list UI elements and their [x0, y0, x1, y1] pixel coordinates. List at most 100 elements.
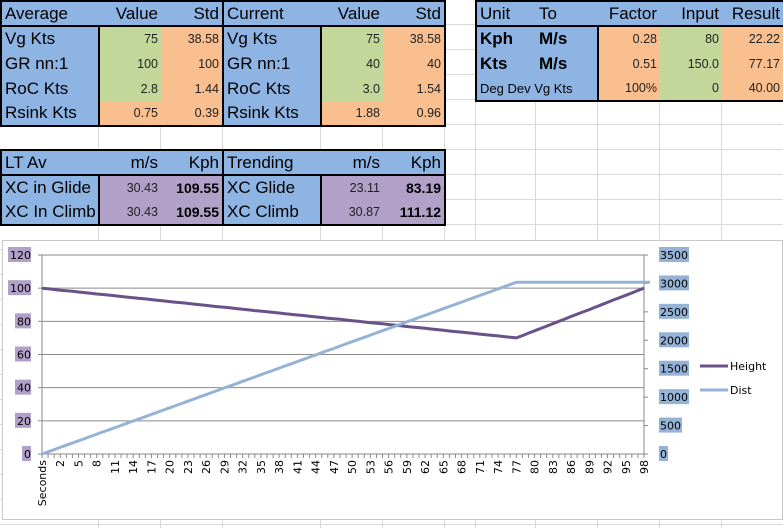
trending-row-label[interactable]: XC Glide	[223, 175, 322, 200]
cur-row-label[interactable]: RoC Kts	[223, 76, 322, 101]
cur-std-cell[interactable]: 38.58	[383, 26, 445, 51]
cur-row-label[interactable]: Vg Kts	[223, 26, 322, 51]
cur-std-cell[interactable]: 40	[383, 51, 445, 76]
average-value-header[interactable]: Value	[99, 1, 161, 27]
cur-std-cell[interactable]: 0.96	[383, 101, 445, 126]
y-right-tick-label: 1000	[660, 391, 688, 404]
to-header[interactable]: To	[536, 1, 598, 27]
lt-av-ms-cell[interactable]: 30.43	[99, 175, 161, 200]
x-tick-label: 38	[273, 460, 286, 474]
x-tick-label: 17	[145, 460, 158, 474]
cur-value-cell[interactable]: 75	[321, 26, 383, 51]
avg-value-cell[interactable]: 2.8	[99, 76, 161, 101]
avg-value-cell[interactable]: 100	[99, 51, 161, 76]
cur-row-label[interactable]: GR nn:1	[223, 51, 322, 76]
input-cell[interactable]: 80	[660, 26, 722, 51]
legend-label-dist: Dist	[730, 384, 752, 397]
xc-speed-table: LT Av m/s Kph Trending m/s Kph XC in Gli…	[0, 149, 446, 226]
x-tick-label: 47	[328, 460, 341, 474]
avg-std-cell[interactable]: 1.44	[161, 76, 224, 101]
trending-kph-cell[interactable]: 83.19	[383, 175, 445, 200]
y-right-label-bg	[659, 417, 682, 433]
trending-ms-cell[interactable]: 30.87	[321, 200, 383, 225]
trending-title[interactable]: Trending	[223, 150, 321, 176]
avg-row-label[interactable]: GR nn:1	[1, 51, 100, 76]
x-tick-label: 53	[364, 460, 377, 474]
lt-av-kph-cell[interactable]: 109.55	[161, 175, 224, 200]
avg-row-label[interactable]: Vg Kts	[1, 26, 100, 51]
y-left-tick-label: 20	[17, 415, 31, 428]
y-right-tick-label: 3000	[660, 277, 688, 290]
trending-kph-cell[interactable]: 111.12	[383, 200, 445, 225]
height-dist-chart[interactable]: 0 20 40 60 80 100 120 0 500 1000 1500 2000 2500 3000 3…	[2, 240, 783, 520]
avg-std-cell[interactable]: 0.39	[161, 101, 224, 126]
average-title[interactable]: Average	[1, 1, 99, 27]
unit-cell[interactable]: Kts	[476, 51, 536, 76]
x-tick-label: 59	[401, 460, 414, 474]
cur-row-label[interactable]: Rsink Kts	[223, 101, 322, 126]
result-header[interactable]: Result	[722, 1, 783, 27]
x-tick-label: Seconds	[36, 460, 49, 506]
x-tick-label: 23	[182, 460, 195, 474]
y-right-label-bg	[659, 332, 689, 348]
input-header[interactable]: Input	[660, 1, 722, 27]
y-left-tick-label: 120	[10, 249, 31, 262]
trending-kph-header[interactable]: Kph	[383, 150, 445, 176]
cur-value-cell[interactable]: 3.0	[321, 76, 383, 101]
x-tick-label: 32	[237, 460, 250, 474]
y-right-tick-label: 500	[660, 420, 681, 433]
factor-cell[interactable]: 0.28	[598, 26, 660, 51]
series-line-height	[41, 286, 645, 340]
current-value-header[interactable]: Value	[321, 1, 383, 27]
avg-value-cell[interactable]: 75	[99, 26, 161, 51]
x-tick-label: 11	[109, 460, 122, 474]
to-cell[interactable]: M/s	[536, 26, 599, 51]
factor-cell[interactable]: 0.51	[598, 51, 660, 76]
y-left-label-bg	[15, 412, 31, 428]
x-tick-label: 98	[638, 460, 651, 474]
factor-cell[interactable]: 100%	[598, 76, 660, 101]
lt-av-row-label[interactable]: XC in Glide	[1, 175, 100, 200]
result-cell[interactable]: 77.17	[722, 51, 783, 76]
factor-header[interactable]: Factor	[598, 1, 660, 27]
cur-value-cell[interactable]: 40	[321, 51, 383, 76]
input-cell[interactable]: 0	[660, 76, 722, 101]
result-cell[interactable]: 40.00	[722, 76, 783, 101]
y-left-tick-label: 40	[17, 382, 31, 395]
avg-row-label[interactable]: RoC Kts	[1, 76, 100, 101]
x-tick-label: 86	[565, 460, 578, 474]
result-cell[interactable]: 22.22	[722, 26, 783, 51]
x-tick-label: 65	[437, 460, 450, 474]
x-tick-label: 71	[474, 460, 487, 474]
current-std-header[interactable]: Std	[383, 1, 445, 27]
y-left-tick-label: 0	[24, 448, 31, 461]
avg-std-cell[interactable]: 100	[161, 51, 224, 76]
lt-av-row-label[interactable]: XC In Climb	[1, 200, 100, 225]
unit-cell[interactable]: Kph	[476, 26, 536, 51]
y-right-tick-label: 2000	[660, 334, 688, 347]
trending-row-label[interactable]: XC Climb	[223, 200, 322, 225]
x-tick-label: 83	[547, 460, 560, 474]
unit-header[interactable]: Unit	[476, 1, 536, 27]
x-tick-label: 44	[310, 460, 323, 474]
cur-std-cell[interactable]: 1.54	[383, 76, 445, 101]
average-std-header[interactable]: Std	[161, 1, 224, 27]
avg-row-label[interactable]: Rsink Kts	[1, 101, 100, 126]
lt-av-ms-header[interactable]: m/s	[99, 150, 161, 176]
avg-std-cell[interactable]: 38.58	[161, 26, 224, 51]
current-title[interactable]: Current	[223, 1, 321, 27]
lt-av-title[interactable]: LT Av	[1, 150, 99, 176]
x-tick-label: 68	[456, 460, 469, 474]
x-tick-label: 26	[200, 460, 213, 474]
input-cell[interactable]: 150.0	[660, 51, 722, 76]
cur-value-cell[interactable]: 1.88	[321, 101, 383, 126]
lt-av-ms-cell[interactable]: 30.43	[99, 200, 161, 225]
unit-cell[interactable]: Deg Dev Vg Kts	[476, 76, 599, 101]
y-left-tick-label: 60	[17, 349, 31, 362]
lt-av-kph-header[interactable]: Kph	[161, 150, 224, 176]
trending-ms-cell[interactable]: 23.11	[321, 175, 383, 200]
lt-av-kph-cell[interactable]: 109.55	[161, 200, 224, 225]
avg-value-cell[interactable]: 0.75	[99, 101, 161, 126]
to-cell[interactable]: M/s	[536, 51, 599, 76]
trending-ms-header[interactable]: m/s	[321, 150, 383, 176]
